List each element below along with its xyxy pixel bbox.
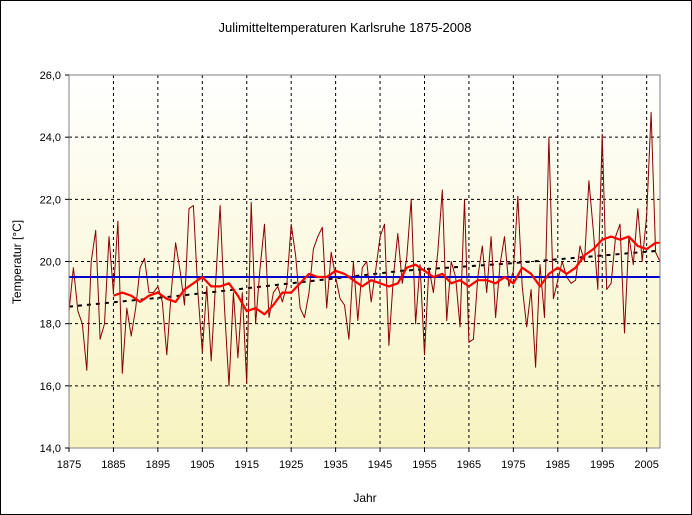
y-tick-label-14: 14,0: [40, 443, 61, 455]
x-tick-label-1875: 1875: [57, 459, 81, 471]
y-tick-label-26: 26,0: [40, 70, 61, 82]
x-tick-label-1945: 1945: [368, 459, 392, 471]
x-tick-label-1955: 1955: [412, 459, 436, 471]
x-tick-label-2005: 2005: [634, 459, 658, 471]
annual-temperature-series: [68, 111, 661, 387]
x-tick-label-1925: 1925: [279, 459, 303, 471]
grid-lines: [69, 75, 660, 448]
chart-title: Julimitteltemperaturen Karlsruhe 1875-20…: [219, 20, 472, 35]
y-tick-label-22: 22,0: [40, 194, 61, 206]
x-tick-label-1985: 1985: [546, 459, 570, 471]
x-tick-label-1935: 1935: [323, 459, 347, 471]
y-tick-label-16: 16,0: [40, 381, 61, 393]
x-tick-label-1965: 1965: [457, 459, 481, 471]
x-axis-label: Jahr: [353, 491, 376, 505]
y-axis-label: Temperatur [°C]: [10, 220, 24, 304]
moving-average-series: [113, 235, 660, 316]
x-tick-label-1905: 1905: [190, 459, 214, 471]
x-tick-label-1975: 1975: [501, 459, 525, 471]
y-axis-ticks: 14,0 16,0 18,0 20,0 22,0 24,0 26,0: [40, 70, 69, 455]
y-tick-label-24: 24,0: [40, 132, 61, 144]
x-tick-label-1915: 1915: [235, 459, 259, 471]
x-tick-label-1895: 1895: [146, 459, 170, 471]
series-layer: [68, 111, 661, 387]
y-tick-label-18: 18,0: [40, 319, 61, 331]
y-tick-label-20: 20,0: [40, 257, 61, 269]
x-tick-label-1885: 1885: [101, 459, 125, 471]
x-tick-label-1995: 1995: [590, 459, 614, 471]
x-axis-ticks: 1875 1885 1895 1905 1915 1925 1935 1945 1955 1965…: [57, 448, 659, 471]
